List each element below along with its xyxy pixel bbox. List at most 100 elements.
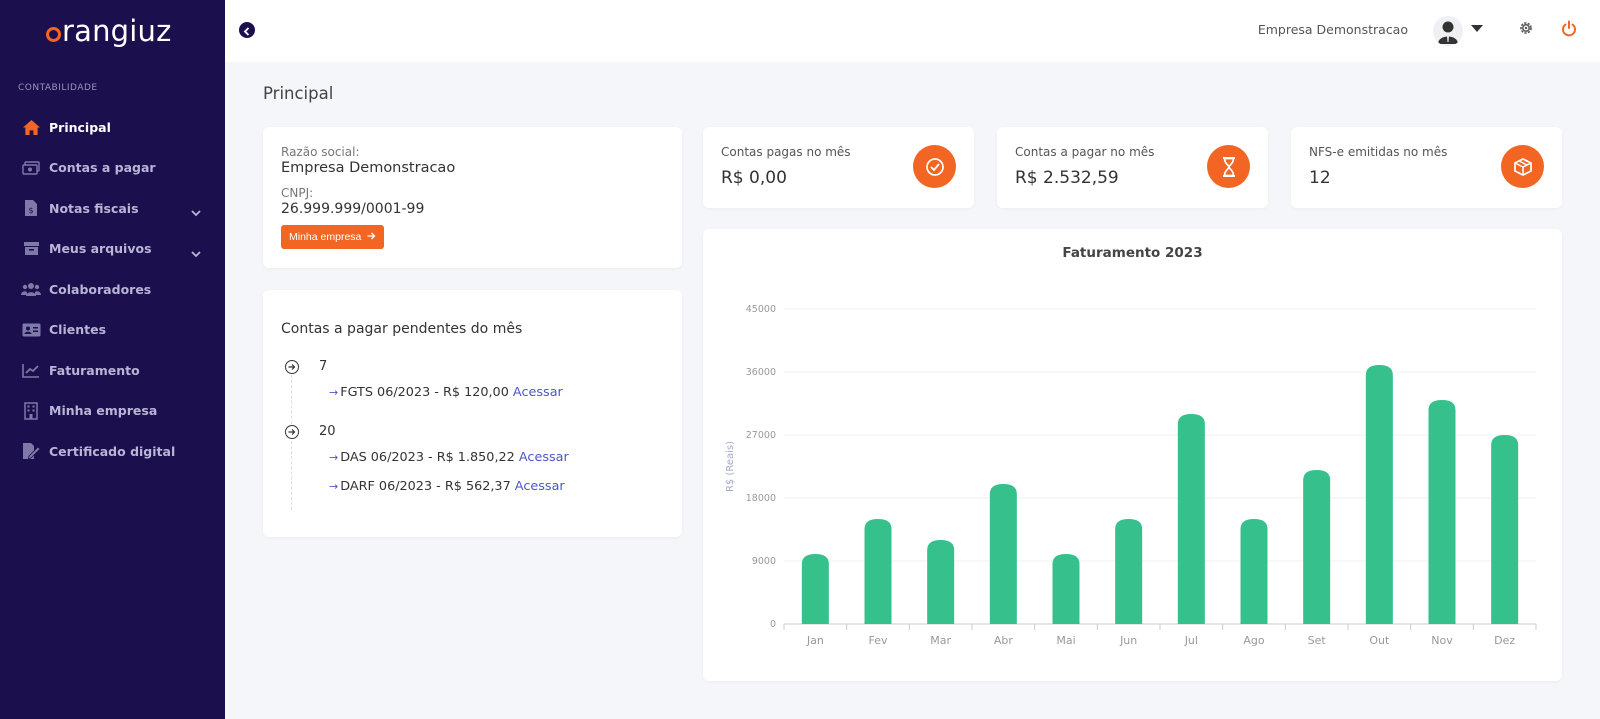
stat-card-contas-pagas: Contas pagas no mês R$ 0,00 xyxy=(703,127,974,208)
timeline-bill-item: → DAS 06/2023 - R$ 1.850,22 Acessar xyxy=(329,450,569,465)
sidebar-item-clientes[interactable]: Clientes xyxy=(0,310,225,351)
razao-social-value: Empresa Demonstracao xyxy=(281,160,456,176)
razao-social-label: Razão social: xyxy=(281,145,360,159)
y-tick-label: 45000 xyxy=(746,304,776,315)
acessar-link[interactable]: Acessar xyxy=(514,479,565,494)
x-tick-label: Mai xyxy=(1056,634,1075,647)
x-tick-label: Nov xyxy=(1431,634,1453,647)
y-axis-label: R$ (Reais) xyxy=(725,441,736,492)
bill-description: DAS 06/2023 - R$ 1.850,22 xyxy=(340,450,515,465)
check-circle-icon xyxy=(913,145,956,188)
sidebar-item-label: Certificado digital xyxy=(49,443,176,459)
y-tick-label: 27000 xyxy=(746,430,776,441)
bar-mar xyxy=(927,540,955,624)
stat-title: NFS-e emitidas no mês xyxy=(1309,145,1448,159)
chevron-down-icon xyxy=(191,202,201,221)
bar-nov xyxy=(1428,400,1456,624)
arrow-right-icon xyxy=(367,231,376,243)
sidebar-item-label: Contas a pagar xyxy=(49,160,156,176)
pending-bills-card: Contas a pagar pendentes do mês 7 → FGTS … xyxy=(263,290,682,537)
y-tick-label: 18000 xyxy=(746,493,776,504)
chevron-down-icon xyxy=(191,243,201,262)
minha-empresa-button[interactable]: Minha empresa xyxy=(281,225,385,249)
revenue-chart-card: Faturamento 2023 0 9000 18000 27000 36000 450… xyxy=(703,229,1562,681)
timeline-day: 7 xyxy=(319,359,328,374)
collapse-sidebar-button[interactable] xyxy=(239,22,255,38)
sidebar-item-label: Clientes xyxy=(49,322,107,338)
stat-title: Contas a pagar no mês xyxy=(1015,145,1155,159)
arrow-circle-icon xyxy=(285,425,299,439)
sidebar-item-notas-fiscais[interactable]: $ Notas fiscais xyxy=(0,188,225,229)
page-title: Principal xyxy=(263,84,334,103)
building-icon xyxy=(21,401,41,421)
stat-value: R$ 0,00 xyxy=(721,168,787,188)
x-tick-label: Fev xyxy=(868,634,887,647)
sidebar-item-label: Colaboradores xyxy=(49,281,152,297)
bar-abr xyxy=(989,484,1017,624)
timeline-line xyxy=(291,370,292,510)
x-tick-label: Set xyxy=(1308,634,1327,647)
cnpj-label: CNPJ: xyxy=(281,186,314,200)
x-tick-label: Abr xyxy=(994,634,1014,647)
y-tick-label: 9000 xyxy=(752,556,776,567)
bar-ago xyxy=(1240,519,1268,624)
svg-text:$: $ xyxy=(28,206,33,215)
sidebar-item-minha-empresa[interactable]: Minha empresa xyxy=(0,391,225,432)
bar-dez xyxy=(1491,435,1519,624)
cnpj-value: 26.999.999/0001-99 xyxy=(281,201,425,217)
archive-icon xyxy=(21,239,41,259)
sidebar-item-certificado-digital[interactable]: Certificado digital xyxy=(0,431,225,472)
sidebar-item-contas-a-pagar[interactable]: Contas a pagar xyxy=(0,148,225,189)
stat-card-contas-a-pagar: Contas a pagar no mês R$ 2.532,59 xyxy=(997,127,1268,208)
chevron-left-icon xyxy=(243,21,251,40)
id-card-icon xyxy=(21,320,41,340)
gear-icon[interactable] xyxy=(1518,20,1534,40)
invoice-icon: $ xyxy=(21,198,41,218)
stat-value: 12 xyxy=(1309,168,1331,188)
sidebar: rangiuz CONTABILIDADE Principal Contas a… xyxy=(0,0,225,719)
y-tick-label: 36000 xyxy=(746,367,776,378)
revenue-chart: 0 9000 18000 27000 36000 45000 R$ (Reais) Jan Fe… xyxy=(725,304,1537,647)
arrow-right-icon: → xyxy=(329,386,339,399)
sidebar-item-colaboradores[interactable]: Colaboradores xyxy=(0,269,225,310)
bar-jan xyxy=(801,554,829,624)
x-tick-label: Out xyxy=(1369,634,1390,647)
bar-set xyxy=(1303,470,1331,624)
sidebar-section-label: CONTABILIDADE xyxy=(18,83,98,93)
x-tick-label: Jan xyxy=(806,634,824,647)
stat-value: R$ 2.532,59 xyxy=(1015,168,1119,188)
timeline-bill-item: → FGTS 06/2023 - R$ 120,00 Acessar xyxy=(329,385,563,400)
sidebar-item-label: Notas fiscais xyxy=(49,200,139,216)
power-icon[interactable] xyxy=(1561,20,1577,41)
logo[interactable]: rangiuz xyxy=(46,14,172,48)
company-card: Razão social: Empresa Demonstracao CNPJ:… xyxy=(263,127,682,268)
sidebar-item-principal[interactable]: Principal xyxy=(0,107,225,148)
bar-out xyxy=(1365,365,1393,624)
timeline-bill-item: → DARF 06/2023 - R$ 562,37 Acessar xyxy=(329,479,565,494)
users-icon xyxy=(21,279,41,299)
topbar: Empresa Demonstracao xyxy=(225,0,1600,62)
x-tick-label: Jun xyxy=(1119,634,1137,647)
money-icon xyxy=(21,158,41,178)
arrow-right-icon: → xyxy=(329,451,339,464)
logo-text: rangiuz xyxy=(62,14,172,48)
bar-fev xyxy=(864,519,892,624)
chart-line-icon xyxy=(21,360,41,380)
sidebar-item-label: Minha empresa xyxy=(49,403,158,419)
sidebar-item-faturamento[interactable]: Faturamento xyxy=(0,350,225,391)
bar-jul xyxy=(1177,414,1205,624)
sidebar-item-label: Principal xyxy=(49,119,111,135)
bill-description: DARF 06/2023 - R$ 562,37 xyxy=(340,479,511,494)
minha-empresa-button-label: Minha empresa xyxy=(289,231,362,243)
bar-jun xyxy=(1115,519,1143,624)
acessar-link[interactable]: Acessar xyxy=(518,450,569,465)
box-icon xyxy=(1501,145,1544,188)
certificate-icon xyxy=(21,441,41,461)
acessar-link[interactable]: Acessar xyxy=(512,385,563,400)
x-tick-label: Jul xyxy=(1184,634,1198,647)
user-menu-caret-icon[interactable] xyxy=(1471,25,1483,32)
avatar[interactable] xyxy=(1433,16,1463,46)
x-tick-label: Ago xyxy=(1243,634,1265,647)
logo-o-mark xyxy=(46,27,61,42)
sidebar-item-meus-arquivos[interactable]: Meus arquivos xyxy=(0,229,225,270)
